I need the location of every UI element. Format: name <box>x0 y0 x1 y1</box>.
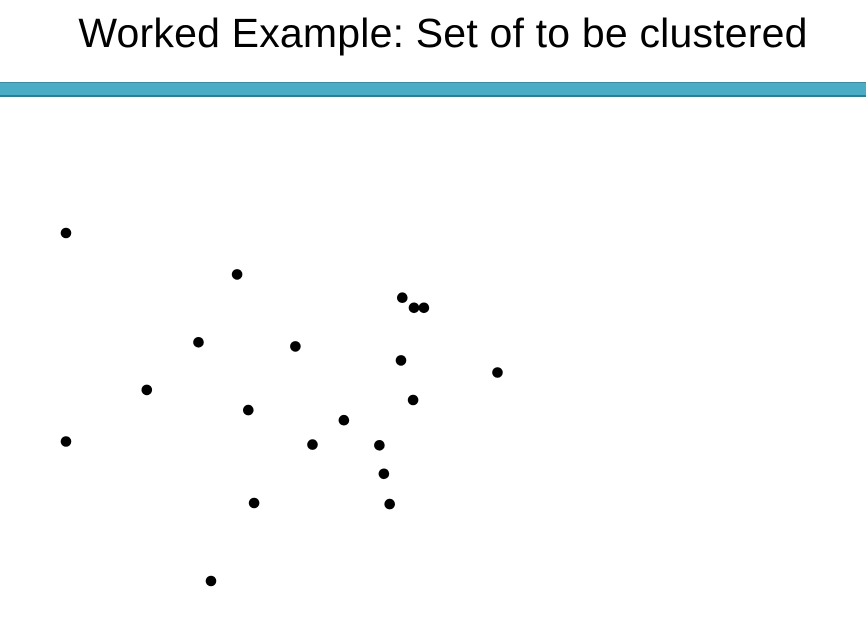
data-points <box>60 227 503 587</box>
title-divider-bar <box>0 82 866 97</box>
data-point <box>231 269 243 280</box>
data-point <box>243 404 254 416</box>
slide-title: Worked Example: Set of to be clustered <box>78 10 808 56</box>
data-point <box>193 337 204 348</box>
data-point <box>60 436 72 447</box>
data-point <box>205 575 217 587</box>
data-point <box>290 341 301 352</box>
data-point <box>407 394 419 406</box>
data-point <box>395 355 407 366</box>
data-point <box>408 302 420 314</box>
data-point <box>338 414 350 426</box>
data-point <box>374 440 385 451</box>
data-point <box>248 497 260 509</box>
data-point <box>418 302 430 314</box>
data-point <box>141 384 153 396</box>
data-point <box>60 227 72 239</box>
data-point <box>384 498 396 510</box>
data-point <box>397 292 408 304</box>
data-point <box>307 439 318 450</box>
data-point <box>378 468 390 480</box>
data-point <box>492 367 503 378</box>
